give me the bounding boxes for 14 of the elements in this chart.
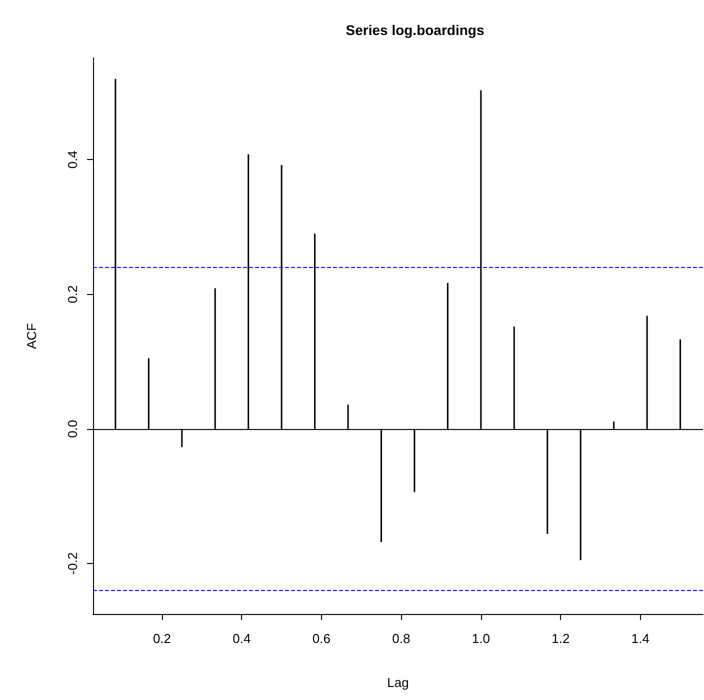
y-tick-label: 0.4	[65, 150, 80, 169]
y-axis-title: ACF	[24, 322, 39, 349]
x-axis-title: Lag	[387, 675, 409, 690]
x-tick-label: 0.8	[392, 631, 410, 646]
x-tick-label: 1.0	[472, 631, 490, 646]
chart-title: Series log.boardings	[346, 22, 484, 38]
x-tick-label: 1.4	[631, 631, 650, 646]
y-tick-label: 0.2	[65, 285, 80, 304]
x-tick-label: 0.2	[152, 631, 172, 646]
x-tick-label: 1.2	[552, 631, 570, 646]
y-tick-label: 0.0	[65, 420, 80, 438]
x-tick-label: 0.4	[232, 631, 251, 646]
y-tick-label: -0.2	[65, 552, 80, 575]
x-tick-label: 0.6	[312, 631, 330, 646]
